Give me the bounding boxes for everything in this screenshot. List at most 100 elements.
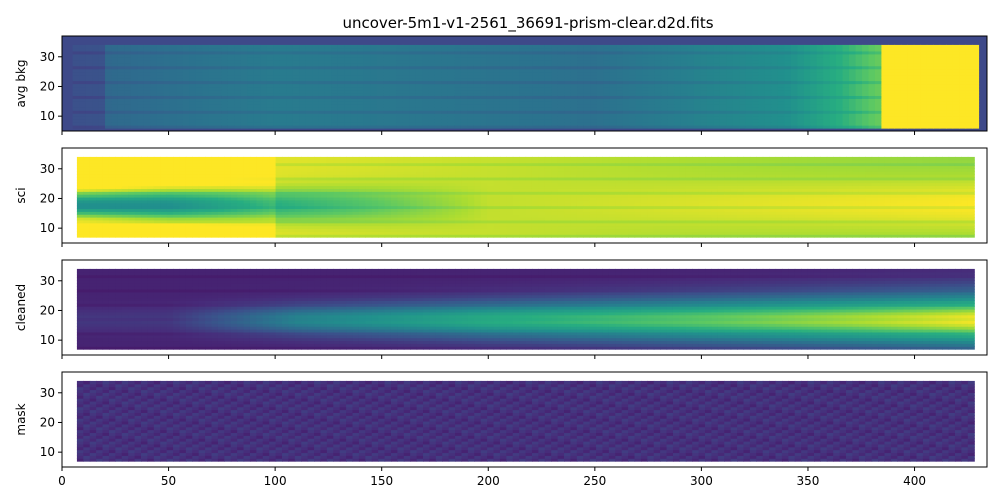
heatmap-cell [350,95,358,99]
heatmap-cell [674,104,682,108]
heatmap-cell [972,50,980,55]
heatmap-cell [124,44,132,49]
heatmap-cell [217,162,225,167]
heatmap-cell [102,231,110,235]
heatmap-cell [279,101,287,105]
heatmap-cell [72,80,80,85]
heatmap-cell [202,80,210,85]
heatmap-cell [538,122,546,126]
heatmap-cell [357,98,365,102]
heatmap-cell [706,68,714,73]
heatmap-cell [713,65,721,70]
heatmap-cell [96,179,104,184]
heatmap-cell [447,47,455,52]
heatmap-cell [590,44,598,49]
heatmap-cell [777,80,785,85]
heatmap-cell [141,214,149,218]
heatmap-cell [739,119,747,123]
heatmap-cell [312,77,320,82]
heatmap-cell [121,217,129,221]
heatmap-cell [913,53,921,58]
heatmap-cell [609,110,617,114]
heatmap-cell [307,174,315,178]
heatmap-cell [96,174,104,178]
heatmap-cell [215,68,223,73]
heatmap-cell [674,122,682,126]
heatmap-cell [862,59,870,64]
heatmap-cell [538,101,546,105]
heatmap-cell [344,89,352,94]
heatmap-cell [428,86,436,91]
heatmap-cell [422,110,430,114]
heatmap-cell [506,119,514,123]
heatmap-cell [596,92,604,96]
heatmap-cell [933,107,941,111]
heatmap-cell [402,86,410,91]
heatmap-cell [137,104,145,108]
heatmap-cell [493,83,501,88]
heatmap-cell [307,222,315,227]
heatmap-cell [965,83,973,88]
heatmap-cell [179,214,187,218]
heatmap-cell [141,228,149,232]
heatmap-cell [590,65,598,70]
heatmap-cell [460,98,468,102]
heatmap-cell [441,62,449,67]
heatmap-cell [331,71,339,76]
heatmap-cell [764,44,773,49]
heatmap-cell [173,165,181,169]
heatmap-cell [240,68,248,73]
heatmap-cell [881,83,889,88]
heatmap-cell [105,74,113,79]
heatmap-cell [282,222,290,227]
heatmap-cell [739,80,747,85]
heatmap-cell [583,125,591,129]
heatmap-cell [256,234,264,238]
heatmap-cell [907,89,915,94]
heatmap-cell [85,107,93,111]
heatmap-cell [312,104,320,108]
heatmap-cell [422,116,430,120]
heatmap-cell [700,56,708,61]
heatmap-cell [202,44,210,49]
heatmap-cell [519,113,527,117]
heatmap-cell [301,194,309,198]
heatmap-cell [389,89,397,94]
heatmap-cell [72,110,80,114]
heatmap-cell [959,83,967,88]
heatmap-cell [745,59,753,64]
heatmap-cell [894,101,902,105]
heatmap-cell [764,65,773,70]
heatmap-cell [211,182,219,187]
heatmap-cell [337,53,345,58]
heatmap-cell [256,219,264,224]
heatmap-cell [493,92,501,96]
heatmap-cell [208,125,216,129]
heatmap-cell [460,47,468,52]
heatmap-cell [538,86,546,91]
heatmap-cell [173,225,181,230]
heatmap-cell [842,101,850,105]
heatmap-cell [519,86,527,91]
heatmap-cell [538,89,546,94]
heatmap-cell [79,95,87,99]
heatmap-cell [868,47,876,52]
heatmap-cell [913,116,921,120]
heatmap-cell [409,89,417,94]
heatmap-cell [687,116,695,120]
heatmap-cell [153,174,161,178]
heatmap-cell [249,199,257,204]
heatmap-cell [256,231,264,235]
heatmap-cell [324,86,333,91]
heatmap-cell [256,228,264,232]
heatmap-cell [156,77,164,82]
heatmap-cell [344,95,352,99]
heatmap-cell [79,119,87,123]
heatmap-cell [179,182,187,187]
heatmap-cell [680,71,688,76]
heatmap-cell [363,53,371,58]
heatmap-cell [344,80,352,85]
heatmap-cell [249,159,257,164]
heatmap-cell [913,101,921,105]
